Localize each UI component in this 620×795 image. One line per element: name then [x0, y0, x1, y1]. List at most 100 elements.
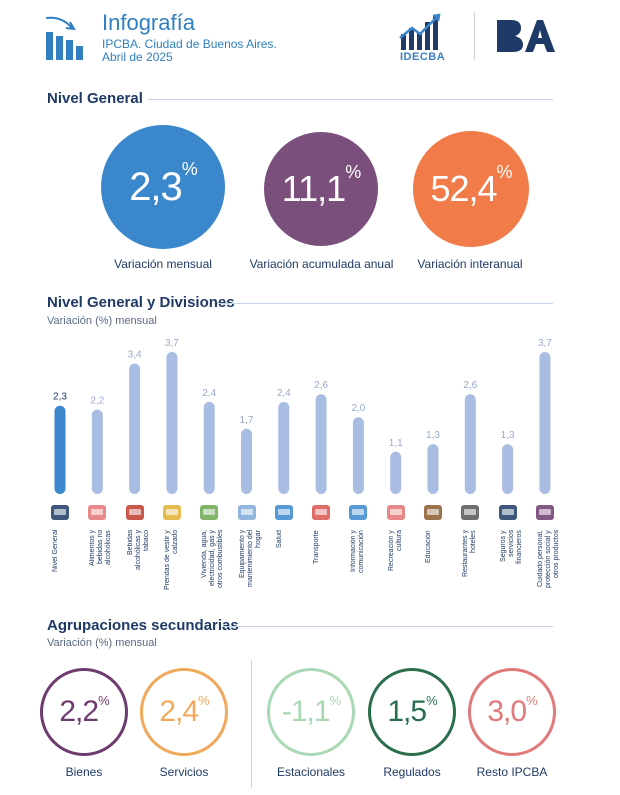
category-label: Transporte	[313, 530, 321, 564]
category-label: Prendas de vestir y calzado	[163, 530, 179, 590]
category-label: Vivienda, agua, electricidad, gas y otro…	[201, 530, 225, 589]
bar-13	[539, 352, 551, 494]
section-title-divisiones: Nivel General y Divisiones	[47, 294, 235, 311]
bar-value-label: 1,1	[389, 438, 403, 449]
bar-value-label: 3,4	[128, 350, 142, 361]
games-icon	[385, 502, 407, 522]
ring-value: 2,2%	[59, 693, 110, 729]
personal-care-icon	[534, 502, 556, 522]
ring-number: -1,1	[281, 695, 331, 728]
bar-value-label: 3,7	[538, 338, 552, 349]
ring-label: Bienes	[65, 765, 103, 779]
bar-10	[427, 444, 439, 494]
bar-9	[390, 451, 402, 494]
page-title: Infografía	[102, 10, 195, 35]
idecba-label: IDECBA	[400, 51, 446, 63]
category-label: Información y comunicación	[350, 530, 366, 573]
bar-12	[502, 444, 514, 494]
ba-logo-icon	[49, 502, 71, 522]
card-variacion-interanual: 52,4%	[413, 131, 529, 247]
ring-bienes: 2,2%	[40, 668, 128, 756]
category-icons	[40, 502, 580, 528]
bar-6	[278, 401, 290, 494]
section-rule	[148, 99, 553, 100]
bar-value-label: 2,3	[53, 392, 67, 403]
category-label: Restaurantes y hoteles	[462, 530, 478, 578]
ring-number: 2,4	[159, 695, 199, 728]
ring-unit: %	[198, 693, 210, 708]
card-value: 52,4%	[430, 162, 512, 209]
category-label: Nivel General	[52, 530, 59, 573]
infographic-chart-icon	[44, 14, 90, 65]
ring-estacionales: -1,1%	[267, 668, 355, 756]
ring-regulados: 1,5%	[368, 668, 456, 756]
ring-label: Servicios	[159, 765, 209, 779]
page-subtitle: IPCBA. Ciudad de Buenos Aires. Abril de …	[102, 38, 277, 64]
card-value: 11,1%	[281, 162, 361, 209]
doctor-icon	[273, 502, 295, 522]
ring-unit: %	[98, 693, 110, 708]
bar-2	[129, 363, 141, 494]
ring-label: Resto IPCBA	[476, 765, 548, 779]
ring-servicios: 2,4%	[140, 668, 228, 756]
category-label: Seguros y servicios financieros	[499, 530, 523, 564]
subtitle-line-1: IPCBA. Ciudad de Buenos Aires.	[102, 37, 277, 51]
category-label: Cuidado personal, protección social y ot…	[536, 530, 560, 588]
bar-value-label: 2,2	[90, 396, 104, 407]
card-label: Variación acumulada anual	[249, 257, 394, 271]
washing-machine-icon	[236, 502, 258, 522]
category-label: Salud	[275, 530, 283, 548]
bar-8	[352, 417, 364, 494]
bar-value-label: 1,3	[426, 430, 440, 441]
ring-number: 3,0	[487, 695, 527, 728]
meat-vegetables-icon	[86, 502, 108, 522]
ring-number: 2,2	[59, 695, 99, 728]
ring-label: Regulados	[383, 765, 441, 779]
bar-7	[315, 394, 327, 494]
car-plane-icon	[310, 502, 332, 522]
section-subtitle: Variación (%) mensual	[47, 637, 157, 649]
ring-value: 2,4%	[159, 693, 210, 729]
bar-4	[203, 401, 215, 494]
ring-label: Estacionales	[276, 765, 346, 779]
card-label: Variación interanual	[417, 257, 523, 271]
bar-0	[54, 405, 66, 494]
bar-value-label: 3,7	[165, 338, 179, 349]
category-label: Alimentos y bebidas no alcohólicas	[89, 530, 113, 567]
bar-value-label: 2,6	[314, 380, 328, 391]
ring-value: 1,5%	[387, 693, 438, 729]
category-label: Bebidas alcohólicas y tabaco	[126, 530, 150, 571]
school-icon	[422, 502, 444, 522]
bar-3	[166, 352, 178, 494]
cutlery-icon	[459, 502, 481, 522]
ring-resto-ipcba: 3,0%	[468, 668, 556, 756]
bar-value-label: 2,6	[463, 380, 477, 391]
bar-value-label: 1,7	[240, 415, 254, 426]
shirt-icon	[161, 502, 183, 522]
bar-5	[241, 428, 252, 494]
bar-value-label: 2,4	[202, 388, 216, 399]
header-divider	[474, 12, 475, 60]
bar-value-label: 1,3	[501, 430, 515, 441]
bar-value-label: 2,0	[351, 403, 365, 414]
bar-value-label: 2,4	[277, 388, 291, 399]
computer-icon	[347, 502, 369, 522]
section-rule	[222, 626, 553, 627]
ring-unit: %	[329, 693, 342, 708]
ring-value: -1,1%	[281, 693, 342, 729]
section-rule	[217, 303, 553, 304]
card-variacion-mensual: 2,3%	[101, 125, 225, 249]
ring-unit: %	[426, 693, 438, 708]
bottle-cigarette-icon	[124, 502, 146, 522]
divisions-bar-chart: 2,3 2,2 3,4 3,7 2,4 1,7 2,4 2,6 2,0 1,1 1,3 2,6 1,3 3…	[40, 330, 580, 590]
category-labels: Nivel General Alimentos y bebidas no alco…	[40, 530, 580, 592]
category-label: Educación	[425, 530, 432, 563]
subtitle-line-2: Abril de 2025	[102, 50, 173, 64]
bar-1	[91, 409, 103, 494]
card-label: Variación mensual	[114, 257, 212, 271]
section-title-agrupaciones: Agrupaciones secundarias	[47, 617, 239, 634]
category-label: Equipamiento y mantenimiento del hogar	[238, 530, 262, 588]
bar-11	[464, 394, 476, 494]
card-variacion-acumulada: 11,1%	[264, 132, 378, 246]
bar-chart-svg: 2,3 2,2 3,4 3,7 2,4 1,7 2,4 2,6 2,0 1,1 1,3 2,6 1,3 3…	[53, 338, 552, 494]
